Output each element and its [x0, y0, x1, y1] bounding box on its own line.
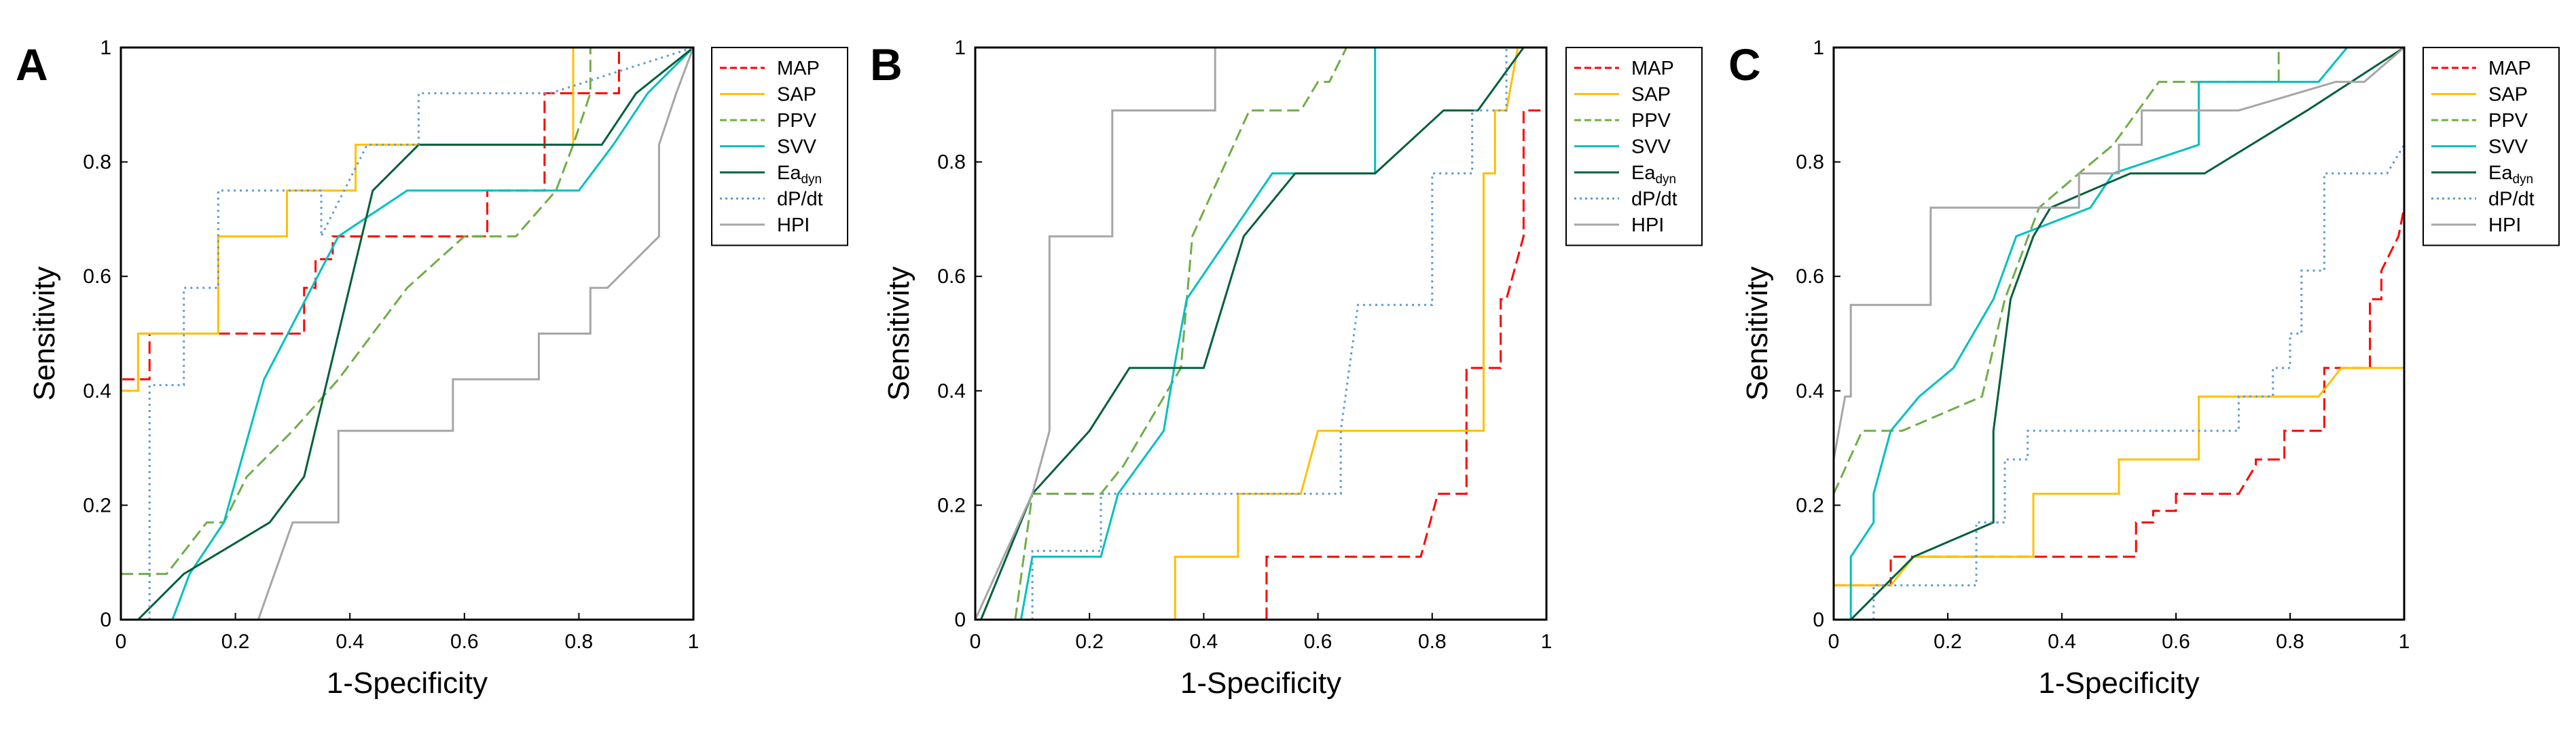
plot-frame: [974, 46, 1548, 621]
x-tick-label: 0.8: [565, 631, 594, 653]
legend-label-svv: SVV: [2488, 136, 2528, 158]
plot-frame: [1832, 46, 2406, 621]
series-line-svv: [1019, 46, 1546, 620]
legend-label-map: MAP: [1631, 58, 1674, 79]
legend-label-svv: SVV: [1631, 136, 1671, 158]
x-tick-label: 0.8: [1418, 631, 1447, 653]
x-axis-title: 1-Specificity: [327, 666, 488, 700]
y-tick-label: 0.2: [937, 494, 966, 516]
panel-c: C 0 0.2 0.4 0.6 0.8 1 0 0.2 0.4 0.6 0.8 1 1-Specifici…: [1728, 37, 2560, 700]
legend-label-dpdt: dP/dt: [777, 189, 823, 210]
y-axis-title: Sensitivity: [28, 266, 61, 400]
series-line-dpdt: [1872, 144, 2406, 620]
y-axis-title: Sensitivity: [1741, 266, 1774, 400]
y-tick-label: 0.6: [1796, 265, 1824, 288]
panel-letter: B: [870, 39, 903, 90]
series-line-ppv: [1832, 46, 2404, 495]
x-tick-label: 0.2: [1934, 631, 1962, 653]
x-tick-label: 0.6: [1304, 631, 1332, 653]
x-tick-label: 0.2: [1075, 631, 1104, 653]
series-line-hpi: [257, 47, 695, 620]
series-line-eadyn: [980, 47, 1525, 620]
series-line-sap: [1174, 46, 1546, 620]
x-tick-label: 0.6: [450, 631, 479, 653]
plot-frame: [120, 46, 695, 621]
x-axis-title: 1-Specificity: [2038, 666, 2199, 700]
series-line-sap: [1834, 366, 2404, 586]
y-tick-label: 0.6: [83, 265, 111, 288]
series-line-map: [1834, 207, 2406, 586]
x-tick-label: 0: [115, 631, 127, 653]
legend-label-sap: SAP: [2488, 84, 2528, 106]
series-line-map: [120, 46, 693, 431]
panel-b: B 0 0.2 0.4 0.6 0.8 1 0 0.2 0.4 0.6 0.8 1 1-Specifici…: [870, 37, 1703, 700]
legend-label-hpi: HPI: [1631, 214, 1664, 236]
y-tick-label: 1: [954, 37, 966, 59]
panel-a: A 0 0.2 0.4 0.6 0.8 1 0 0.2 0.4 0.6 0.8 1 1-Specifici…: [16, 37, 848, 700]
y-tick-label: 0.8: [83, 151, 111, 174]
legend-label-ppv: PPV: [1631, 110, 1671, 132]
x-tick-label: 0: [1828, 631, 1840, 653]
y-tick-label: 0: [1813, 609, 1824, 631]
y-tick-label: 0.4: [937, 380, 966, 402]
y-tick-label: 0.6: [937, 265, 966, 288]
y-tick-label: 0.8: [1796, 151, 1824, 174]
x-tick-label: 0.8: [2276, 631, 2304, 653]
x-tick-label: 0: [970, 631, 981, 653]
y-tick-label: 0.4: [83, 380, 111, 402]
series-line-svv: [1849, 46, 2404, 620]
x-tick-label: 1: [2399, 631, 2410, 653]
y-tick-label: 0: [954, 609, 966, 631]
legend-label-sap: SAP: [1631, 84, 1671, 106]
series-line-sap: [120, 46, 693, 431]
series-line-ppv: [121, 46, 693, 576]
x-tick-label: 1: [688, 631, 700, 653]
x-tick-label: 0.4: [1190, 631, 1218, 653]
series-line-ppv: [1014, 46, 1546, 620]
series-line-svv: [171, 46, 695, 620]
y-tick-label: 0.2: [83, 494, 111, 516]
y-axis-title: Sensitivity: [882, 266, 915, 400]
legend-label-dpdt: dP/dt: [2488, 189, 2535, 210]
x-tick-label: 0.2: [221, 631, 250, 653]
panel-letter: A: [16, 39, 48, 90]
x-tick-label: 0.4: [2048, 631, 2076, 653]
legend-label-map: MAP: [2488, 58, 2531, 79]
y-tick-label: 1: [1813, 37, 1824, 59]
series-line-dpdt: [148, 46, 694, 620]
series-line-eadyn: [1850, 46, 2405, 621]
series-line-dpdt: [1031, 46, 1546, 620]
legend-label-svv: SVV: [777, 136, 817, 158]
legend-label-ppv: PPV: [777, 110, 817, 132]
y-tick-label: 0.4: [1796, 380, 1824, 402]
y-tick-label: 0.8: [937, 151, 966, 174]
legend-label-hpi: HPI: [777, 214, 810, 236]
x-tick-label: 0.4: [335, 631, 364, 653]
y-tick-label: 0: [100, 609, 111, 631]
legend-label-hpi: HPI: [2488, 214, 2521, 236]
y-tick-label: 0.2: [1796, 494, 1824, 516]
series-line-hpi: [974, 46, 1546, 620]
legend-label-dpdt: dP/dt: [1631, 189, 1677, 210]
x-tick-label: 0.6: [2162, 631, 2190, 653]
panel-letter: C: [1728, 39, 1761, 90]
legend-label-ppv: PPV: [2488, 110, 2528, 132]
series-line-map: [1265, 109, 1546, 620]
legend-label-map: MAP: [777, 58, 820, 79]
x-axis-title: 1-Specificity: [1180, 666, 1341, 700]
x-tick-label: 1: [1541, 631, 1553, 653]
series-line-hpi: [1832, 46, 2405, 460]
legend-label-sap: SAP: [777, 84, 816, 106]
legend-label-eadyn: Eadyn: [1631, 162, 1676, 187]
y-tick-label: 1: [100, 37, 111, 59]
